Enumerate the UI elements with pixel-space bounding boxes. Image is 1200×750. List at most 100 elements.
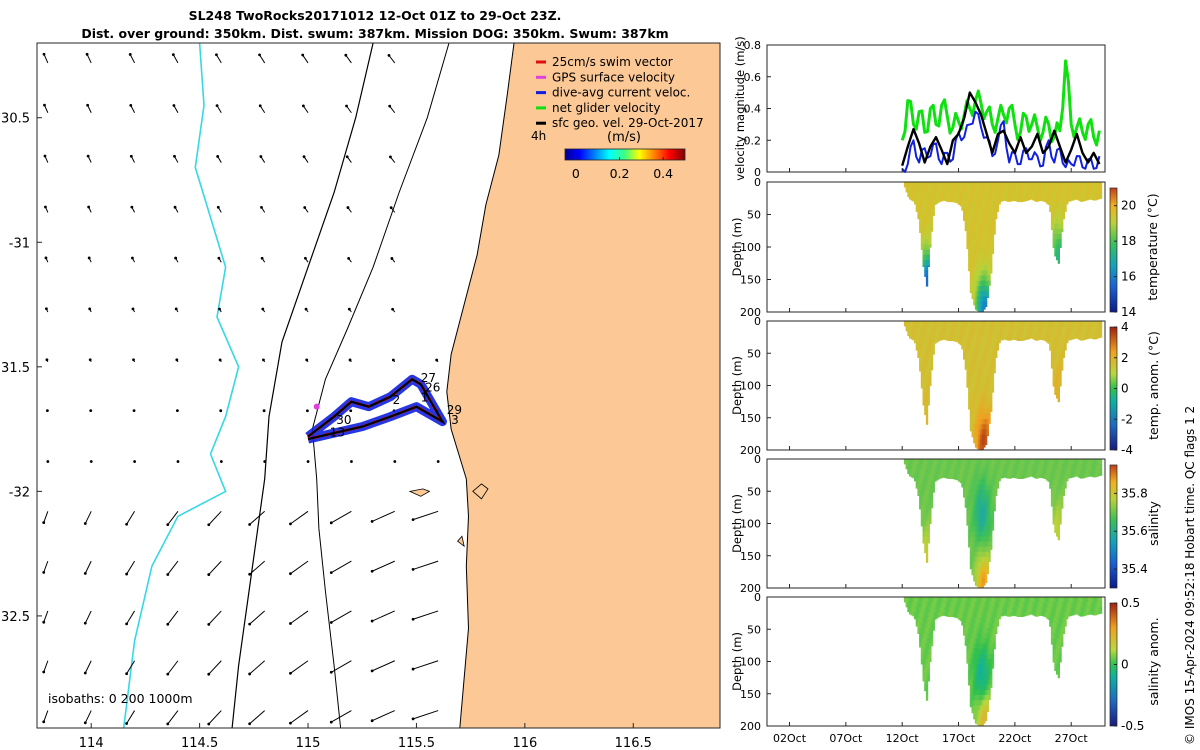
- temperature-cell: [1069, 192, 1072, 199]
- salinity_anomaly-cell: [1057, 633, 1060, 639]
- salinity-cell: [996, 464, 1000, 470]
- temp_anomaly-cell: [968, 341, 971, 348]
- temperature-cell: [1084, 197, 1087, 201]
- temperature-cell: [1061, 182, 1064, 188]
- temperature-cell: [1035, 187, 1038, 193]
- salinity-cell: [1084, 474, 1087, 478]
- salinity_anomaly-cell: [927, 679, 930, 682]
- salinity-cell: [915, 484, 918, 489]
- island-3: [457, 535, 465, 548]
- salinity_anomaly-cell: [958, 617, 961, 620]
- salinity-cell: [1054, 490, 1057, 496]
- salinity-cell: [930, 469, 934, 476]
- current-vector: [216, 54, 222, 64]
- salinity_anomaly-cell: [993, 617, 996, 624]
- temperature-cell: [1054, 228, 1057, 235]
- temp_anomaly-cell: [919, 336, 922, 343]
- salinity_anomaly-cell: [954, 607, 957, 614]
- salinity-cell: [927, 526, 930, 532]
- salinity_anomaly-cell: [985, 658, 988, 665]
- temp_anomaly-cell: [976, 321, 979, 327]
- temperature-cell: [920, 239, 924, 245]
- temp_anomaly-cell: [1064, 336, 1067, 343]
- temp_anomaly-cell: [1028, 321, 1032, 327]
- salinity_anomaly-cell: [1037, 607, 1040, 614]
- salinity-cell: [937, 464, 940, 470]
- salinity_anomaly-cell: [922, 638, 925, 645]
- temperature-cell: [1020, 197, 1023, 203]
- salinity-cell: [927, 520, 930, 527]
- salinity_anomaly-cell: [958, 607, 961, 614]
- salinity-cell: [983, 515, 986, 522]
- temp_anomaly-cell: [964, 326, 967, 332]
- current-vector-head: [42, 52, 46, 56]
- temp_anomaly-cell: [1034, 321, 1037, 327]
- temp_anomaly-cell: [976, 326, 979, 332]
- current-vector-head: [248, 672, 252, 676]
- temp_anomaly-cell: [981, 326, 984, 332]
- temp_anomaly-cell: [988, 419, 991, 424]
- salinity-cell: [983, 567, 986, 574]
- salinity-cell: [966, 505, 969, 512]
- temperature-cell: [956, 182, 959, 188]
- salinity-cell: [974, 531, 978, 537]
- salinity-cell: [963, 495, 966, 498]
- temp_anomaly-cell: [1074, 321, 1077, 327]
- temp_anomaly-cell: [986, 419, 989, 425]
- temp_anomaly-cell: [995, 336, 998, 343]
- salinity-cell: [1099, 459, 1103, 465]
- salinity_anomaly-cell: [1054, 658, 1057, 665]
- temperature-cell: [924, 270, 927, 277]
- temperature-cell: [1045, 182, 1049, 188]
- salinity-cell: [1052, 474, 1055, 481]
- temperature-cell: [930, 192, 934, 199]
- temperature-cell: [1059, 202, 1062, 209]
- salinity-cell: [978, 546, 981, 553]
- salinity_anomaly-cell: [990, 633, 993, 639]
- map-ytick-label: 31.5: [1, 361, 30, 376]
- temp_anomaly-cell: [954, 326, 957, 332]
- temperature-cell: [988, 228, 991, 235]
- salinity-cell: [961, 479, 964, 486]
- temp_anomaly-cell: [932, 336, 935, 343]
- salinity_anomaly-cell: [1001, 607, 1005, 614]
- temperature-cell: [983, 182, 986, 188]
- current-vector-head: [215, 53, 218, 57]
- temp_anomaly-cell: [1064, 326, 1067, 332]
- temperature-cell: [976, 202, 979, 209]
- temp_anomaly-cell: [1062, 341, 1065, 348]
- salinity-cell: [961, 469, 964, 476]
- salinity-cell: [1027, 459, 1030, 465]
- salinity_anomaly-cell: [947, 602, 951, 608]
- current-vector-head: [345, 104, 348, 108]
- temp_anomaly-cell: [964, 336, 967, 343]
- salinity-cell: [973, 459, 976, 465]
- salinity-cell: [919, 469, 922, 476]
- temperature-cell: [968, 244, 971, 251]
- salinity-cell: [969, 505, 973, 512]
- temp_anomaly-cell: [963, 357, 966, 360]
- temperature-cell: [988, 213, 991, 219]
- temperature-cell: [971, 218, 974, 225]
- temp_anomaly-cell: [981, 388, 984, 394]
- temperature-cell: [986, 270, 989, 277]
- salinity_anomaly-cell: [988, 674, 991, 681]
- salinity-cell: [979, 546, 983, 553]
- salinity-cell: [979, 505, 983, 512]
- salinity-cell: [979, 526, 983, 532]
- temperature-cell: [1062, 202, 1065, 209]
- temperature-cell: [1099, 197, 1103, 199]
- temp_anomaly-cell: [929, 321, 932, 327]
- salinity-cell: [922, 495, 925, 501]
- temperature-cell: [1052, 244, 1055, 249]
- current-vector-head: [42, 670, 46, 674]
- salinity-cell: [986, 500, 989, 507]
- salinity-cell: [985, 500, 988, 507]
- temperature-cell: [973, 202, 976, 209]
- salinity_anomaly-cell: [986, 674, 989, 681]
- salinity-cell: [971, 567, 974, 574]
- temperature-cell: [1025, 197, 1028, 201]
- temp_anomaly-cell: [1050, 336, 1054, 343]
- current-vector-head: [301, 104, 305, 108]
- temp_anomaly-cell: [932, 321, 935, 327]
